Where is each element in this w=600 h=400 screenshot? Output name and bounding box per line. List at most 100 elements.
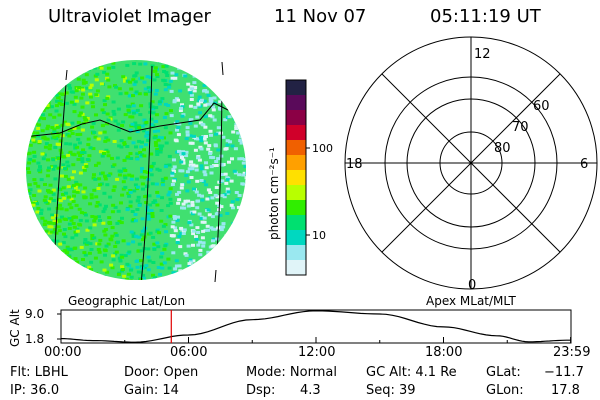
emission-pixel xyxy=(33,181,38,185)
emission-pixel xyxy=(162,79,167,83)
emission-pixel xyxy=(78,154,82,157)
emission-pixel xyxy=(206,228,211,232)
door-info: Door: Open xyxy=(124,365,199,380)
emission-pixel xyxy=(229,179,234,183)
emission-pixel xyxy=(173,229,178,233)
orbit-altitude-chart: 9.0 1.8 GC Alt xyxy=(8,307,572,347)
emission-pixel xyxy=(202,84,207,87)
colorbar-gradient xyxy=(286,80,306,276)
emission-pixel xyxy=(42,84,47,88)
emission-pixel xyxy=(215,79,220,83)
emission-pixel xyxy=(202,72,207,76)
emission-pixel xyxy=(136,270,141,274)
emission-pixel xyxy=(66,185,71,189)
emission-pixel xyxy=(160,196,164,200)
emission-pixel xyxy=(164,71,169,75)
emission-pixel xyxy=(162,136,166,140)
emission-pixel xyxy=(31,93,36,97)
emission-pixel xyxy=(202,216,207,220)
colorbar-segment xyxy=(286,110,306,126)
colorbar-segment xyxy=(286,155,306,171)
glon-value: 17.8 xyxy=(551,383,580,398)
emission-pixel xyxy=(135,157,140,161)
emission-pixel xyxy=(155,203,160,207)
colorbar-segment xyxy=(286,140,306,156)
emission-pixel xyxy=(54,109,59,113)
emission-pixel xyxy=(157,231,162,235)
emission-pixel xyxy=(192,81,197,85)
emission-pixel xyxy=(99,82,104,86)
emission-pixel xyxy=(238,226,243,230)
emission-pixel xyxy=(158,150,163,154)
emission-pixel xyxy=(61,241,66,245)
emission-pixel xyxy=(74,182,79,186)
emission-pixel xyxy=(200,70,205,74)
emission-pixel xyxy=(201,229,206,233)
emission-pixel xyxy=(90,125,95,129)
emission-pixel xyxy=(218,100,223,104)
emission-pixel xyxy=(80,128,85,132)
emission-pixel xyxy=(185,126,190,130)
emission-pixel xyxy=(139,104,144,108)
emission-pixel xyxy=(67,202,72,206)
emission-pixel xyxy=(138,279,142,280)
emission-pixel xyxy=(154,67,159,71)
emission-pixel xyxy=(106,154,111,158)
emission-pixel xyxy=(239,248,244,251)
emission-pixel xyxy=(38,272,43,276)
emission-pixel xyxy=(153,92,158,96)
emission-pixel xyxy=(194,68,199,72)
emission-pixel xyxy=(178,169,183,173)
emission-pixel xyxy=(122,167,127,171)
emission-pixel xyxy=(146,268,151,272)
colorbar-segment xyxy=(286,245,306,261)
emission-pixel xyxy=(92,188,97,192)
emission-pixel xyxy=(53,164,58,168)
emission-pixel xyxy=(191,229,196,233)
emission-pixel xyxy=(88,60,93,63)
emission-pixel xyxy=(111,109,116,113)
emission-pixel xyxy=(52,115,57,119)
emission-pixel xyxy=(234,124,239,128)
emission-pixel xyxy=(57,113,62,117)
emission-pixel xyxy=(89,63,94,67)
emission-pixel xyxy=(37,266,41,270)
emission-pixel xyxy=(152,69,157,73)
emission-pixel xyxy=(195,226,200,230)
emission-pixel xyxy=(80,86,84,90)
emission-pixel xyxy=(59,151,64,155)
emission-pixel xyxy=(82,116,87,120)
emission-pixel xyxy=(156,245,161,249)
emission-pixel xyxy=(232,117,237,121)
emission-pixel xyxy=(45,127,50,131)
emission-pixel xyxy=(112,185,117,189)
emission-pixel xyxy=(227,102,232,106)
emission-pixel xyxy=(233,147,238,151)
emission-pixel xyxy=(116,122,121,126)
emission-pixel xyxy=(44,229,49,233)
emission-pixel xyxy=(63,259,68,263)
emission-pixel xyxy=(143,176,148,180)
instrument-title: Ultraviolet Imager xyxy=(48,6,211,27)
emission-pixel xyxy=(36,93,41,97)
emission-pixel xyxy=(76,64,81,68)
emission-pixel xyxy=(144,201,149,204)
emission-pixel xyxy=(26,104,31,108)
emission-pixel xyxy=(78,171,83,175)
emission-pixel xyxy=(26,110,31,113)
emission-pixel xyxy=(194,235,198,239)
emission-pixel xyxy=(170,76,175,80)
emission-pixel xyxy=(195,179,200,183)
emission-pixel xyxy=(49,94,54,98)
emission-pixel xyxy=(95,89,100,93)
emission-pixel xyxy=(48,221,53,225)
emission-pixel xyxy=(83,163,88,167)
emission-pixel xyxy=(102,130,107,134)
emission-pixel xyxy=(28,92,33,96)
emission-pixel xyxy=(53,85,58,89)
emission-pixel xyxy=(242,158,246,161)
emission-pixel xyxy=(183,275,188,279)
emission-pixel xyxy=(64,60,68,64)
emission-pixel xyxy=(57,156,61,160)
emission-pixel xyxy=(171,170,176,173)
